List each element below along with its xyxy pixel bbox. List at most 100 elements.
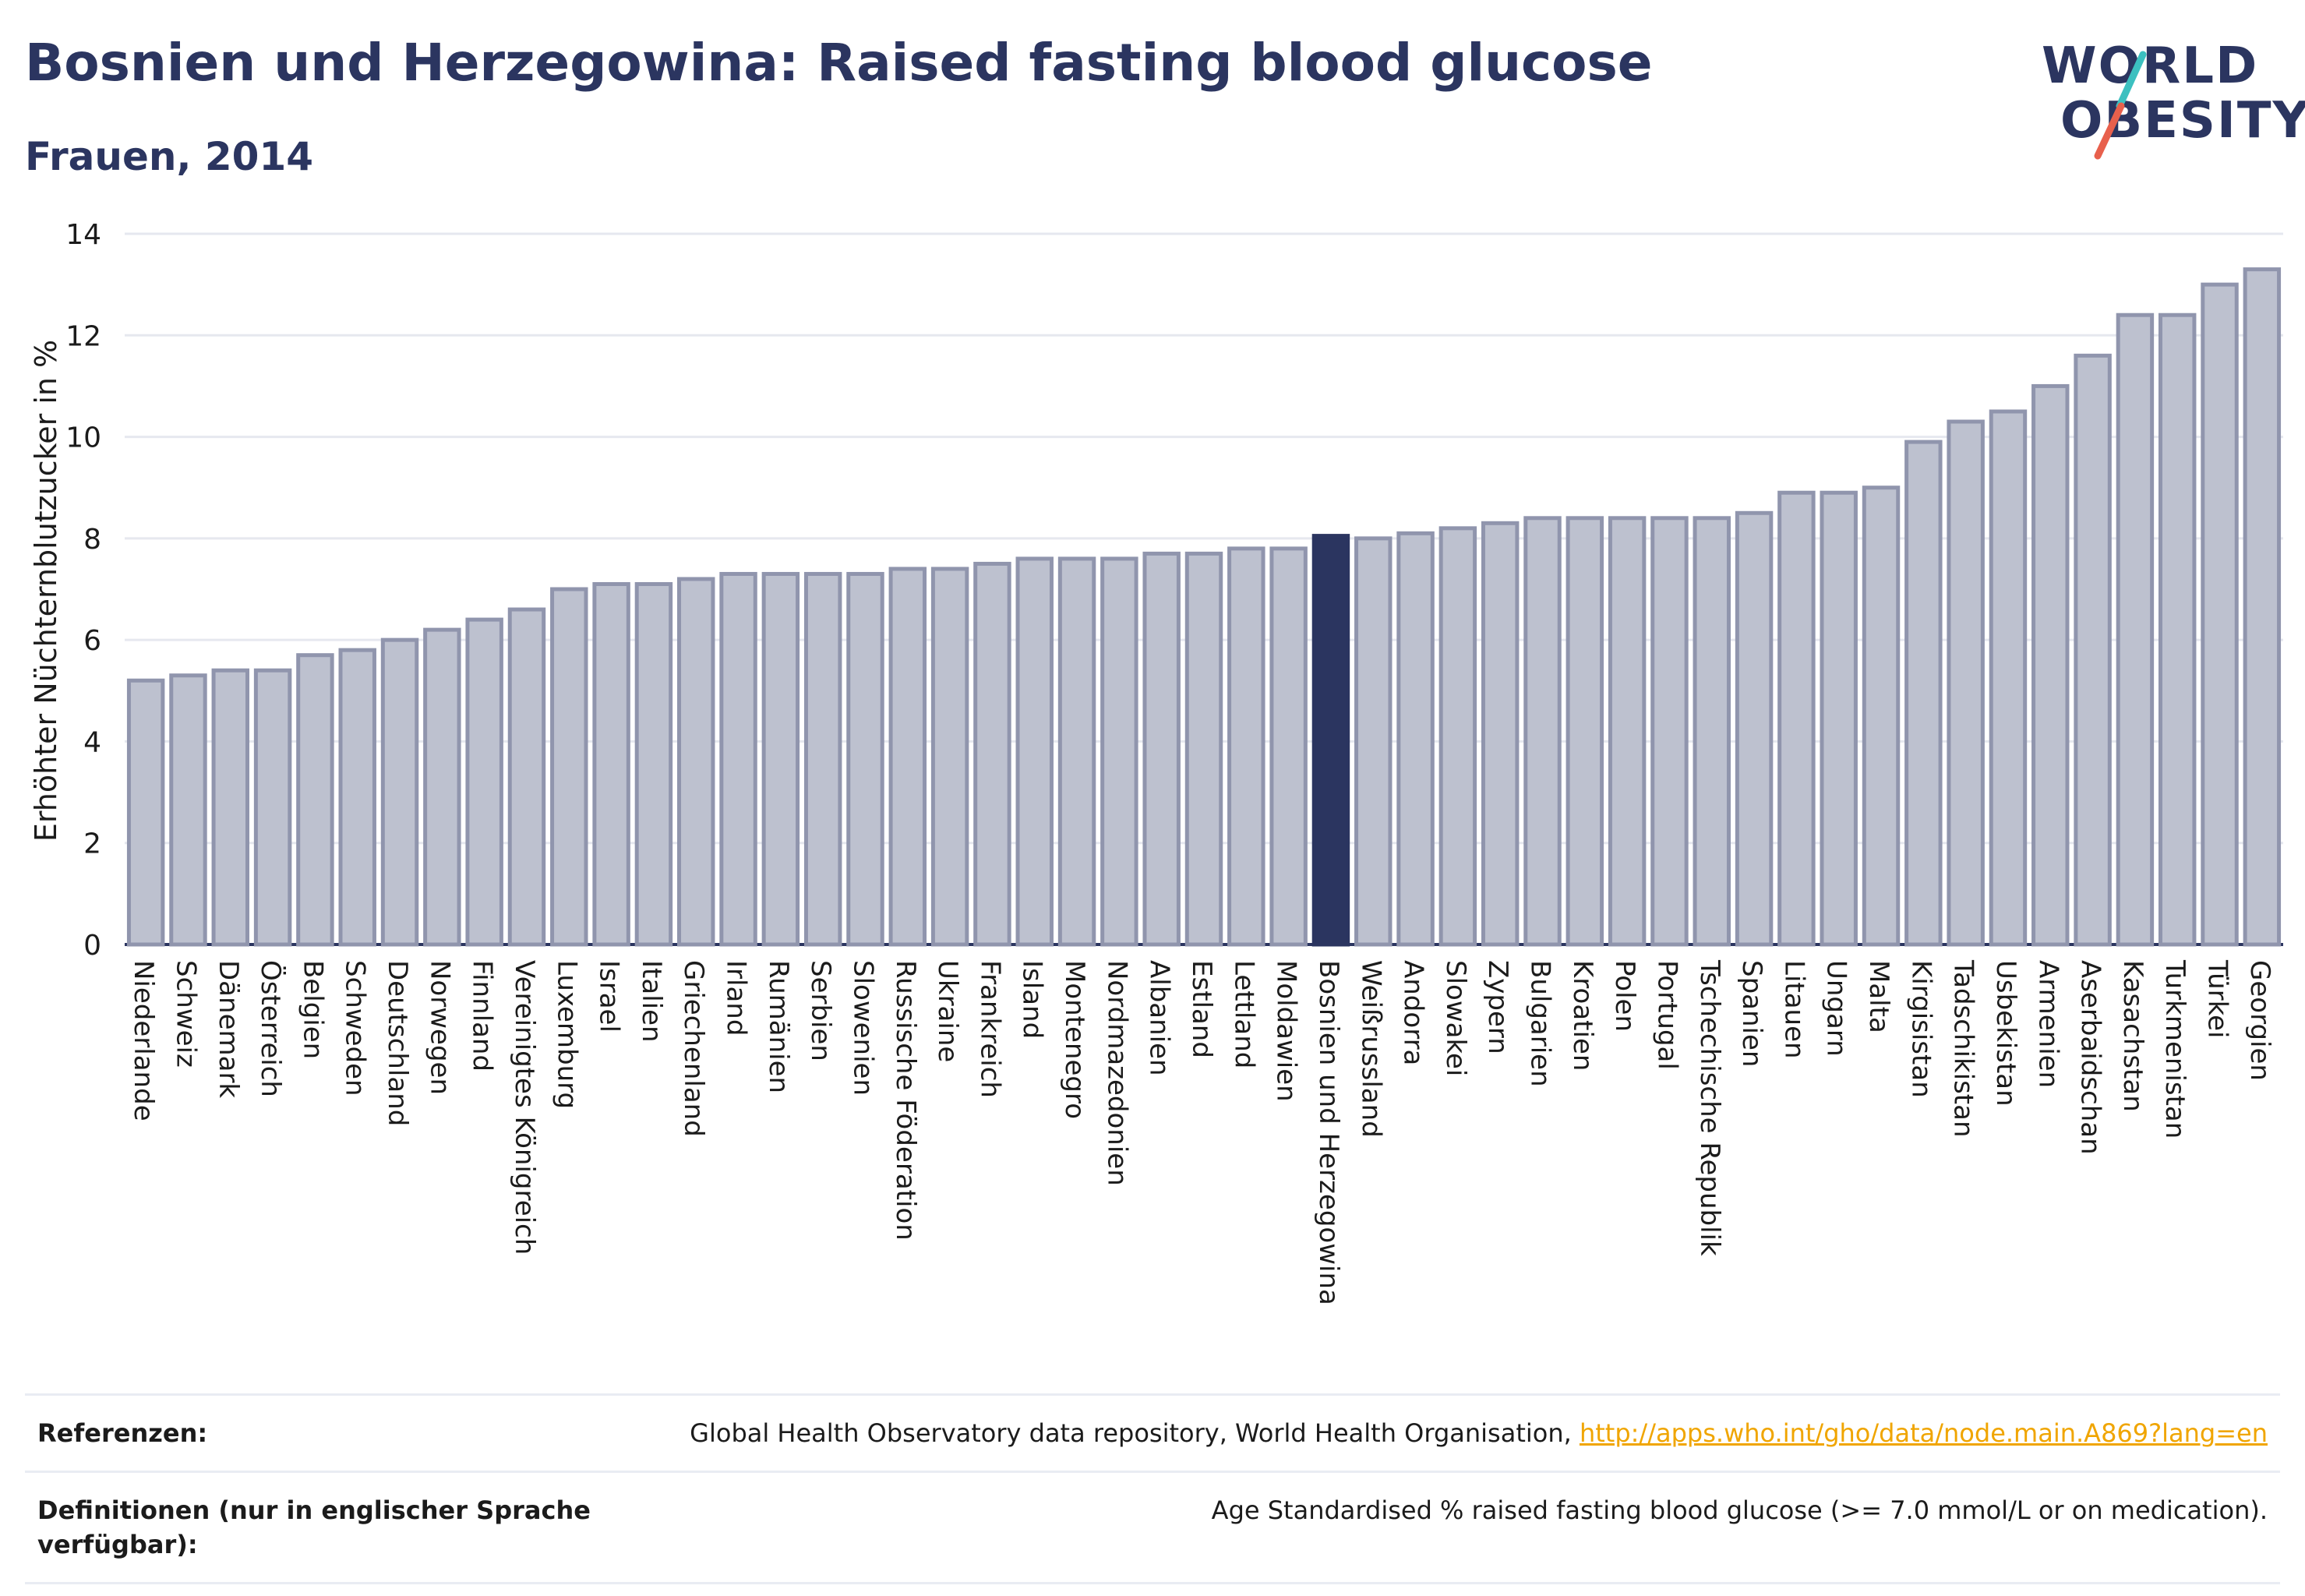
x-tick-label: Irland (721, 960, 752, 1036)
x-tick-label: Moldawien (1271, 960, 1302, 1102)
bar-spanien[interactable] (1735, 510, 1774, 947)
chart-title: Bosnien und Herzegowina: Raised fasting … (25, 33, 1653, 93)
y-tick-label: 14 (65, 219, 101, 251)
bar-vereinigtes-königreich[interactable] (507, 607, 546, 947)
bar-slowakei[interactable] (1438, 526, 1477, 947)
bar-andorra[interactable] (1396, 531, 1435, 947)
bar-tschechische-republik[interactable] (1693, 516, 1731, 947)
x-tick-label: Island (1017, 960, 1048, 1039)
x-tick-label: Ungarn (1821, 960, 1852, 1057)
logo-line-2: OBESITY (2060, 92, 2305, 150)
x-tick-label: Turkmenistan (2159, 959, 2190, 1139)
references-row: Referenzen: Global Health Observatory da… (25, 1393, 2280, 1471)
bar-turkmenistan[interactable] (2158, 312, 2197, 947)
y-tick-label: 10 (65, 422, 101, 454)
bar-rumänien[interactable] (761, 571, 800, 947)
bar-finnland[interactable] (465, 617, 503, 947)
x-tick-label: Tadschikistan (1948, 959, 1979, 1138)
bar-österreich[interactable] (253, 668, 292, 947)
bar-italien[interactable] (634, 581, 673, 947)
bar-portugal[interactable] (1650, 516, 1689, 947)
x-tick-label: Slowakei (1440, 960, 1471, 1076)
bar-malta[interactable] (1862, 486, 1901, 947)
x-tick-label: Albanien (1144, 960, 1175, 1076)
x-tick-label: Portugal (1651, 960, 1682, 1070)
x-tick-label: Italien (636, 960, 667, 1043)
x-tick-label: Belgien (297, 960, 328, 1059)
bar-montenegro[interactable] (1057, 556, 1096, 947)
bar-israel[interactable] (592, 581, 630, 947)
bar-kirgisistan[interactable] (1904, 440, 1943, 947)
x-tick-label: Armenien (2032, 960, 2063, 1088)
bar-nordmazedonien[interactable] (1100, 556, 1138, 947)
y-tick-label: 4 (83, 726, 101, 758)
bar-moldawien[interactable] (1269, 546, 1308, 947)
x-tick-label: Litauen (1778, 960, 1809, 1059)
bar-luxemburg[interactable] (550, 587, 588, 947)
references-table: Referenzen: Global Health Observatory da… (25, 1393, 2280, 1584)
bar-armenien[interactable] (2031, 383, 2070, 947)
x-tick-label: Frankreich (974, 960, 1005, 1098)
bar-aserbaidschan[interactable] (2074, 353, 2112, 947)
x-tick-label: Usbekistan (1990, 960, 2021, 1107)
bar-deutschland[interactable] (380, 637, 419, 947)
x-tick-label: Tschechische Republik (1694, 959, 1725, 1256)
references-link[interactable]: http://apps.who.int/gho/data/node.main.A… (1579, 1418, 2268, 1448)
bar-dänemark[interactable] (211, 668, 250, 947)
bar-polen[interactable] (1608, 516, 1647, 947)
x-tick-label: Georgien (2244, 960, 2275, 1081)
bar-türkei[interactable] (2201, 282, 2239, 947)
bar-island[interactable] (1015, 556, 1054, 947)
x-tick-label: Schweiz (170, 960, 201, 1068)
bar-irland[interactable] (719, 571, 757, 947)
bar-norwegen[interactable] (423, 627, 461, 947)
y-tick-label: 8 (83, 524, 101, 556)
bars (126, 267, 2282, 947)
x-tick-label: Deutschland (382, 960, 413, 1126)
bar-ungarn[interactable] (1820, 490, 1858, 947)
bar-bosnien-und-herzegowina[interactable] (1311, 534, 1350, 947)
x-tick-label: Griechenland (678, 960, 709, 1137)
bar-niederlande[interactable] (126, 678, 165, 947)
bar-frankreich[interactable] (973, 561, 1011, 947)
references-label: Referenzen: (37, 1418, 208, 1448)
definitions-row: Definitionen (nur in englischer Sprache … (25, 1471, 2280, 1584)
bar-zypern[interactable] (1481, 521, 1520, 947)
bar-schweden[interactable] (338, 648, 376, 947)
bar-griechenland[interactable] (677, 577, 715, 947)
bar-schweiz[interactable] (169, 673, 207, 947)
bar-serbien[interactable] (803, 571, 842, 947)
bar-belgien[interactable] (296, 653, 334, 947)
x-tick-label: Zypern (1482, 960, 1513, 1054)
x-tick-label: Lettland (1228, 960, 1259, 1068)
bar-weißrussland[interactable] (1354, 536, 1393, 947)
bar-kroatien[interactable] (1565, 516, 1604, 947)
x-tick-label: Luxemburg (551, 960, 582, 1109)
x-tick-label: Kirgisistan (1905, 960, 1936, 1098)
x-tick-label: Rumänien (763, 960, 794, 1093)
bar-ukraine[interactable] (930, 567, 969, 947)
x-tick-label: Montenegro (1059, 960, 1090, 1119)
bar-slowenien[interactable] (846, 571, 884, 947)
bar-estland[interactable] (1184, 551, 1223, 947)
x-tick-label: Estland (1186, 960, 1217, 1058)
definitions-text: Age Standardised % raised fasting blood … (1211, 1495, 2268, 1525)
bar-tadschikistan[interactable] (1947, 419, 1985, 947)
x-tick-label: Spanien (1736, 960, 1767, 1067)
bar-chart: 0 2 4 6 8 10 12 14 Niederlande Schweiz Dänemark Ös… (29, 219, 2283, 1305)
bar-georgien[interactable] (2243, 267, 2282, 947)
x-tick-label: Türkei (2202, 959, 2233, 1038)
bar-usbekistan[interactable] (1989, 409, 2028, 947)
bar-lettland[interactable] (1227, 546, 1265, 947)
bar-bulgarien[interactable] (1523, 516, 1562, 947)
bar-albanien[interactable] (1142, 551, 1181, 947)
chart-subtitle: Frauen, 2014 (25, 134, 314, 179)
x-tick-label: Schweden (340, 960, 371, 1096)
definitions-label: Definitionen (nur in englischer Sprache … (37, 1495, 591, 1559)
bar-litauen[interactable] (1777, 490, 1816, 947)
bar-kasachstan[interactable] (2116, 312, 2155, 947)
bar-russische-föderation[interactable] (888, 567, 927, 947)
x-tick-label: Aserbaidschan (2075, 960, 2106, 1155)
y-axis-label: Erhöhter Nüchternblutzucker in % (29, 340, 63, 842)
x-tick-label: Kroatien (1567, 960, 1598, 1071)
